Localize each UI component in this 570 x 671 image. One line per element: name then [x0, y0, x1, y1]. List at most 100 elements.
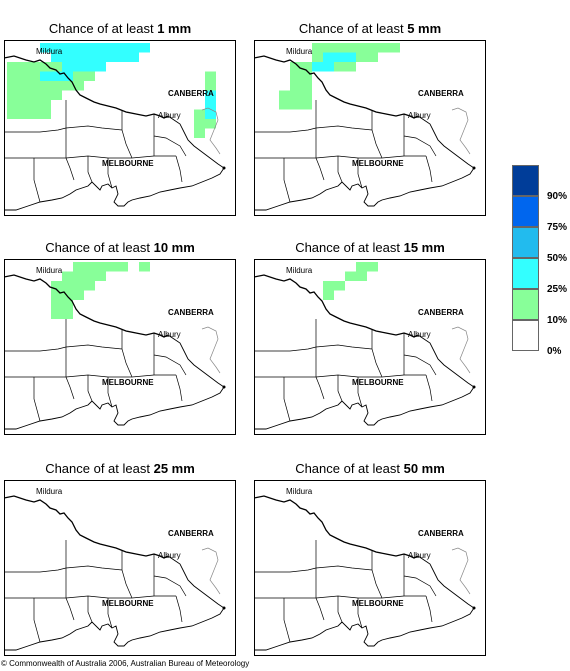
probability-cell — [194, 128, 205, 138]
probability-cell — [29, 81, 40, 91]
probability-cell — [106, 43, 117, 53]
district-boundary — [315, 374, 426, 378]
probability-cell — [51, 71, 62, 81]
probability-cell — [62, 52, 73, 62]
city-label-mildura: Mildura — [286, 487, 313, 496]
probability-cell — [40, 71, 51, 81]
probability-cell — [205, 119, 216, 129]
city-label-melbourne: MELBOURNE — [352, 378, 404, 387]
district-boundary — [315, 344, 373, 350]
district-boundary — [254, 127, 317, 133]
probability-cell — [73, 81, 84, 91]
probability-cell — [290, 90, 301, 100]
state-border — [417, 334, 475, 388]
panel-title: Chance of at least 5 mm — [298, 21, 442, 36]
probability-cell — [84, 71, 95, 81]
district-boundary — [121, 329, 133, 378]
district-boundary — [403, 354, 437, 376]
district-boundary — [33, 158, 41, 203]
probability-cell — [345, 43, 356, 53]
probability-cell — [40, 90, 51, 100]
city-label-mildura: Mildura — [36, 266, 63, 275]
probability-cell — [356, 52, 367, 62]
coastline — [254, 386, 475, 430]
city-label-canberra: CANBERRA — [168, 89, 214, 98]
probability-cell — [84, 271, 95, 281]
probability-cell — [334, 281, 345, 291]
district-boundary — [371, 110, 383, 159]
coastal-point-marker — [472, 606, 476, 610]
district-boundary — [65, 374, 176, 378]
city-label-albury: Albury — [408, 111, 431, 120]
probability-cell — [117, 52, 128, 62]
probability-cell — [73, 281, 84, 291]
city-label-melbourne: MELBOURNE — [352, 159, 404, 168]
probability-cell — [18, 71, 29, 81]
district-boundary — [87, 596, 93, 623]
district-boundary — [175, 595, 183, 623]
district-boundary — [107, 377, 113, 408]
probability-cell — [301, 90, 312, 100]
murray-river — [4, 55, 169, 119]
probability-cell — [73, 71, 84, 81]
probability-cell — [356, 262, 367, 272]
probability-cell — [62, 281, 73, 291]
probability-cell — [40, 109, 51, 119]
probability-cell — [84, 281, 95, 291]
probability-cell — [73, 52, 84, 62]
district-boundary — [425, 155, 433, 183]
probability-cell — [51, 300, 62, 310]
state-border — [417, 555, 475, 609]
victoria-map: Mildura CANBERRA Albury MELBOURNE — [254, 480, 486, 656]
probability-cell — [139, 262, 150, 272]
coastal-point-marker — [222, 385, 226, 389]
probability-cell — [128, 43, 139, 53]
district-boundary — [4, 346, 67, 352]
district-boundary — [403, 135, 437, 157]
district-boundary — [254, 346, 317, 352]
probability-cell — [84, 52, 95, 62]
legend-label-90: 90% — [547, 191, 568, 202]
legend-label-0: 0% — [547, 346, 562, 357]
probability-cell — [73, 271, 84, 281]
district-boundary — [4, 127, 67, 133]
probability-cell — [62, 81, 73, 91]
city-label-albury: Albury — [408, 551, 431, 560]
legend-label-75: 75% — [547, 222, 568, 233]
probability-cell — [84, 262, 95, 272]
state-border — [417, 115, 475, 169]
probability-cell — [95, 52, 106, 62]
district-boundary — [283, 377, 291, 422]
probability-cell — [323, 52, 334, 62]
probability-cell — [18, 62, 29, 72]
map-frame — [254, 40, 486, 216]
probability-cell — [51, 62, 62, 72]
probability-cell — [106, 52, 117, 62]
victoria-map: Mildura CANBERRA Albury MELBOURNE — [254, 40, 486, 216]
probability-cell — [194, 109, 205, 119]
probability-cell — [62, 71, 73, 81]
legend-label-10: 10% — [547, 315, 568, 326]
probability-cell — [279, 90, 290, 100]
act-border — [201, 107, 221, 155]
probability-cell — [40, 81, 51, 91]
probability-cell — [301, 71, 312, 81]
probability-cell — [73, 290, 84, 300]
probability-cell — [312, 43, 323, 53]
probability-cell — [323, 290, 334, 300]
probability-cell — [18, 81, 29, 91]
probability-cell — [51, 309, 62, 319]
probability-cell — [29, 62, 40, 72]
probability-cell — [312, 52, 323, 62]
probability-cell — [389, 43, 400, 53]
district-boundary — [65, 565, 123, 571]
probability-cell — [62, 290, 73, 300]
probability-cell — [367, 262, 378, 272]
copyright-notice: © Commonwealth of Australia 2006, Austra… — [1, 659, 250, 668]
probability-cell — [334, 52, 345, 62]
probability-cell — [356, 43, 367, 53]
probability-cell — [312, 62, 323, 72]
district-boundary — [121, 550, 133, 599]
probability-cell — [62, 271, 73, 281]
city-label-melbourne: MELBOURNE — [102, 378, 154, 387]
